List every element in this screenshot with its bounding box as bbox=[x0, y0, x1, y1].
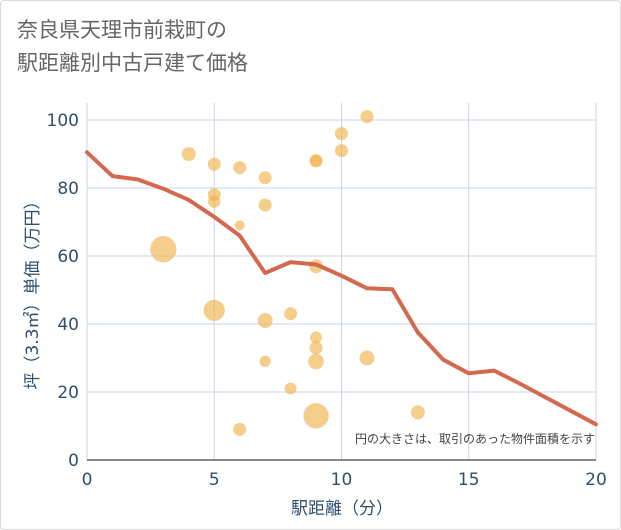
chart-title: 奈良県天理市前栽町の 駅距離別中古戸建て価格 bbox=[17, 18, 248, 75]
x-tick-label: 20 bbox=[585, 470, 607, 490]
y-tick-label: 60 bbox=[57, 247, 79, 267]
trend-series bbox=[85, 150, 598, 427]
x-axis-title: 駅距離（分） bbox=[291, 499, 393, 519]
bubble-point bbox=[335, 127, 348, 141]
y-tick-label: 100 bbox=[47, 111, 79, 131]
bubble-point bbox=[309, 341, 323, 355]
bubble-point bbox=[359, 350, 375, 366]
bubble-point bbox=[335, 144, 348, 158]
y-tick-label: 0 bbox=[68, 451, 79, 471]
bubble-series bbox=[150, 110, 425, 436]
x-tick-label: 5 bbox=[209, 470, 220, 490]
bubble-point bbox=[233, 422, 247, 436]
bubble-point bbox=[258, 198, 272, 212]
bubble-point bbox=[360, 110, 374, 124]
bubble-point bbox=[203, 299, 225, 321]
bubble-point bbox=[207, 157, 221, 171]
bubble-point bbox=[284, 307, 298, 321]
bubble-point bbox=[410, 405, 425, 420]
bubble-point bbox=[308, 353, 324, 370]
bubble-point bbox=[208, 195, 221, 208]
y-tick-label: 80 bbox=[57, 179, 79, 199]
tick-labels: 0 5 10 15 20 0 20 40 60 80 100 bbox=[47, 111, 607, 490]
y-axis-title: 坪（3.3㎡）単価（万円） bbox=[23, 192, 43, 389]
bubble-point bbox=[303, 403, 329, 429]
grid-lines bbox=[86, 103, 597, 461]
bubble-point bbox=[234, 220, 245, 231]
bubble-point bbox=[284, 382, 297, 395]
x-tick-label: 10 bbox=[331, 470, 353, 490]
chart-note: 円の大きさは、取引のあった物件面積を示す bbox=[355, 431, 595, 446]
bubble-point bbox=[181, 147, 196, 161]
y-tick-label: 40 bbox=[57, 315, 79, 335]
bubble-point bbox=[257, 313, 273, 329]
bubble-point bbox=[258, 171, 272, 185]
trend-line bbox=[85, 150, 598, 427]
x-tick-label: 0 bbox=[82, 470, 93, 490]
bubble-point bbox=[310, 331, 322, 344]
bubble-point bbox=[150, 236, 177, 263]
y-tick-label: 20 bbox=[57, 383, 79, 403]
x-tick-label: 15 bbox=[458, 470, 480, 490]
bubble-point bbox=[309, 154, 323, 168]
bubble-point bbox=[233, 161, 247, 175]
bubble-point bbox=[259, 355, 271, 368]
